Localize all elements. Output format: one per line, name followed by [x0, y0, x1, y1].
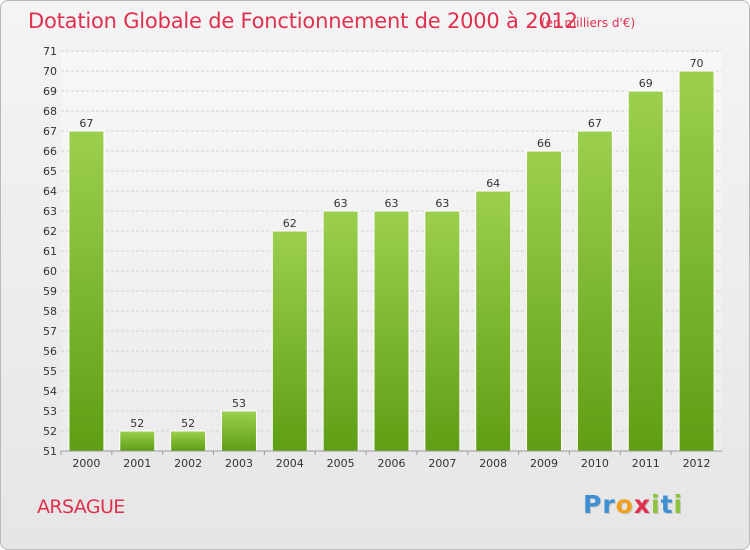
y-tick-label: 55	[43, 365, 57, 378]
x-tick-label: 2012	[683, 457, 711, 470]
commune-name: ARSAGUE	[37, 496, 125, 518]
value-label: 69	[639, 77, 653, 90]
y-tick-label: 65	[43, 165, 57, 178]
y-tick-label: 67	[43, 125, 57, 138]
bar-2001	[119, 430, 156, 452]
value-label: 63	[385, 197, 399, 210]
logo-letter: P	[583, 490, 603, 519]
y-tick-label: 69	[43, 85, 57, 98]
y-tick-label: 71	[43, 45, 57, 58]
y-tick-label: 63	[43, 205, 57, 218]
y-tick-label: 61	[43, 245, 57, 258]
logo-letter: i	[651, 490, 661, 519]
y-tick-label: 54	[43, 385, 57, 398]
x-tick-label: 2000	[72, 457, 100, 470]
value-label: 52	[130, 417, 144, 430]
value-label: 63	[435, 197, 449, 210]
bar-2007	[424, 210, 461, 452]
bar-2011	[627, 90, 664, 452]
proxiti-logo: Proxiti	[583, 490, 683, 519]
value-label: 64	[486, 177, 500, 190]
logo-letter: i	[673, 490, 684, 519]
x-tick-label: 2011	[632, 457, 660, 470]
y-tick-label: 59	[43, 285, 57, 298]
x-tick-label: 2007	[428, 457, 456, 470]
bar-2000	[68, 130, 105, 452]
value-label: 63	[334, 197, 348, 210]
bar-2010	[576, 130, 613, 452]
y-tick-label: 68	[43, 105, 57, 118]
x-tick-label: 2008	[479, 457, 507, 470]
logo-letter: t	[660, 490, 674, 519]
bar-2012	[678, 70, 715, 452]
y-tick-label: 58	[43, 305, 57, 318]
bar-2003	[220, 410, 257, 452]
y-tick-label: 60	[43, 265, 57, 278]
x-tick-label: 2009	[530, 457, 558, 470]
value-label: 67	[79, 117, 93, 130]
y-tick-label: 57	[43, 325, 57, 338]
bar-2005	[322, 210, 359, 452]
value-label: 52	[181, 417, 195, 430]
value-label: 67	[588, 117, 602, 130]
y-tick-label: 51	[43, 445, 57, 458]
y-tick-label: 53	[43, 405, 57, 418]
chart-title: Dotation Globale de Fonctionnement de 20…	[28, 9, 578, 33]
bar-2009	[526, 150, 563, 452]
x-tick-label: 2010	[581, 457, 609, 470]
value-label: 70	[690, 57, 704, 70]
logo-letter: r	[602, 490, 616, 519]
chart-subtitle: (en milliers d'€)	[541, 16, 636, 30]
x-tick-label: 2001	[123, 457, 151, 470]
bar-2004	[271, 230, 308, 452]
bar-2008	[475, 190, 512, 452]
x-tick-label: 2006	[378, 457, 406, 470]
x-tick-label: 2005	[327, 457, 355, 470]
y-tick-label: 70	[43, 65, 57, 78]
logo-letter: x	[633, 490, 651, 519]
y-tick-label: 62	[43, 225, 57, 238]
y-tick-label: 52	[43, 425, 57, 438]
value-label: 62	[283, 217, 297, 230]
y-tick-label: 66	[43, 145, 57, 158]
value-label: 66	[537, 137, 551, 150]
x-tick-label: 2002	[174, 457, 202, 470]
y-tick-label: 56	[43, 345, 57, 358]
y-tick-label: 64	[43, 185, 57, 198]
logo-letter: o	[615, 490, 634, 519]
value-label: 53	[232, 397, 246, 410]
bar-2006	[373, 210, 410, 452]
x-tick-label: 2003	[225, 457, 253, 470]
bar-2002	[170, 430, 207, 452]
x-tick-label: 2004	[276, 457, 304, 470]
